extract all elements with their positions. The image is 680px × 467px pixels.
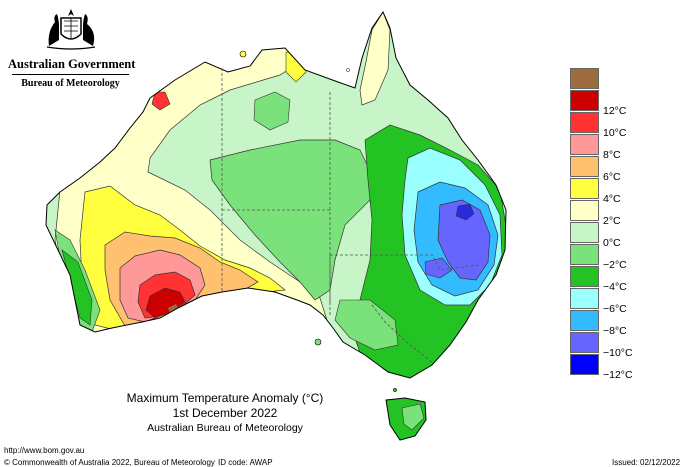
organisation-name: Australian Government bbox=[8, 57, 136, 71]
legend-label: 4°C bbox=[603, 193, 621, 205]
island-small bbox=[392, 387, 398, 393]
legend-label: −12°C bbox=[603, 369, 633, 381]
legend-label: −2°C bbox=[603, 259, 627, 271]
legend-label: 2°C bbox=[603, 215, 621, 227]
legend-swatch bbox=[570, 156, 599, 177]
island-kangaroo bbox=[314, 338, 322, 346]
coat-of-arms-icon bbox=[46, 9, 95, 50]
legend-label: −8°C bbox=[603, 325, 627, 337]
legend-swatch bbox=[570, 288, 599, 309]
bureau-name: Bureau of Meteorology bbox=[21, 78, 120, 89]
footer-url[interactable]: http://www.bom.gov.au bbox=[4, 446, 85, 455]
legend-label: 12°C bbox=[603, 105, 627, 117]
legend-swatch bbox=[570, 112, 599, 133]
legend-swatch bbox=[570, 90, 599, 111]
anomaly-zone-minus12-east bbox=[455, 203, 475, 221]
island-small-2 bbox=[346, 68, 350, 72]
logo-divider bbox=[12, 74, 129, 75]
legend-swatch bbox=[570, 266, 599, 287]
footer-issued: Issued: 02/12/2022 bbox=[612, 458, 680, 467]
legend-swatch bbox=[570, 178, 599, 199]
legend-swatch bbox=[570, 244, 599, 265]
legend-swatch bbox=[570, 354, 599, 375]
legend-swatch bbox=[570, 222, 599, 243]
map-title: Maximum Temperature Anomaly (°C) bbox=[126, 391, 324, 405]
legend-swatch bbox=[570, 332, 599, 353]
anomaly-zone-minus2-sa-nsw bbox=[334, 299, 399, 351]
map-date: 1st December 2022 bbox=[172, 406, 278, 420]
coastline bbox=[45, 10, 507, 379]
legend-label: −6°C bbox=[603, 303, 627, 315]
anomaly-zone-minus2-central bbox=[209, 139, 373, 301]
legend-swatch bbox=[570, 310, 599, 331]
footer-copyright: © Commonwealth of Australia 2022, Bureau… bbox=[4, 458, 215, 467]
map-source: Australian Bureau of Meteorology bbox=[147, 422, 303, 434]
legend-label: 8°C bbox=[603, 149, 621, 161]
legend-label: 6°C bbox=[603, 171, 621, 183]
legend-swatch bbox=[570, 200, 599, 221]
legend-label: 10°C bbox=[603, 127, 627, 139]
footer-id-code: ID code: AWAP bbox=[218, 458, 273, 467]
anomaly-zone-minus10-east bbox=[437, 199, 491, 281]
legend-label: −10°C bbox=[603, 347, 633, 359]
legend-swatch bbox=[570, 134, 599, 155]
anomaly-zone-minus2-north bbox=[253, 91, 291, 131]
tasmania-east bbox=[401, 403, 425, 431]
island-melville bbox=[239, 50, 247, 58]
anomaly-zone-4-to-6-kimberley bbox=[151, 91, 171, 111]
legend-label: −4°C bbox=[603, 281, 627, 293]
legend-swatch bbox=[570, 68, 599, 89]
legend-label: 0°C bbox=[603, 237, 621, 249]
government-logo: Australian Government Bureau of Meteorol… bbox=[8, 6, 136, 96]
state-borders bbox=[221, 68, 479, 363]
